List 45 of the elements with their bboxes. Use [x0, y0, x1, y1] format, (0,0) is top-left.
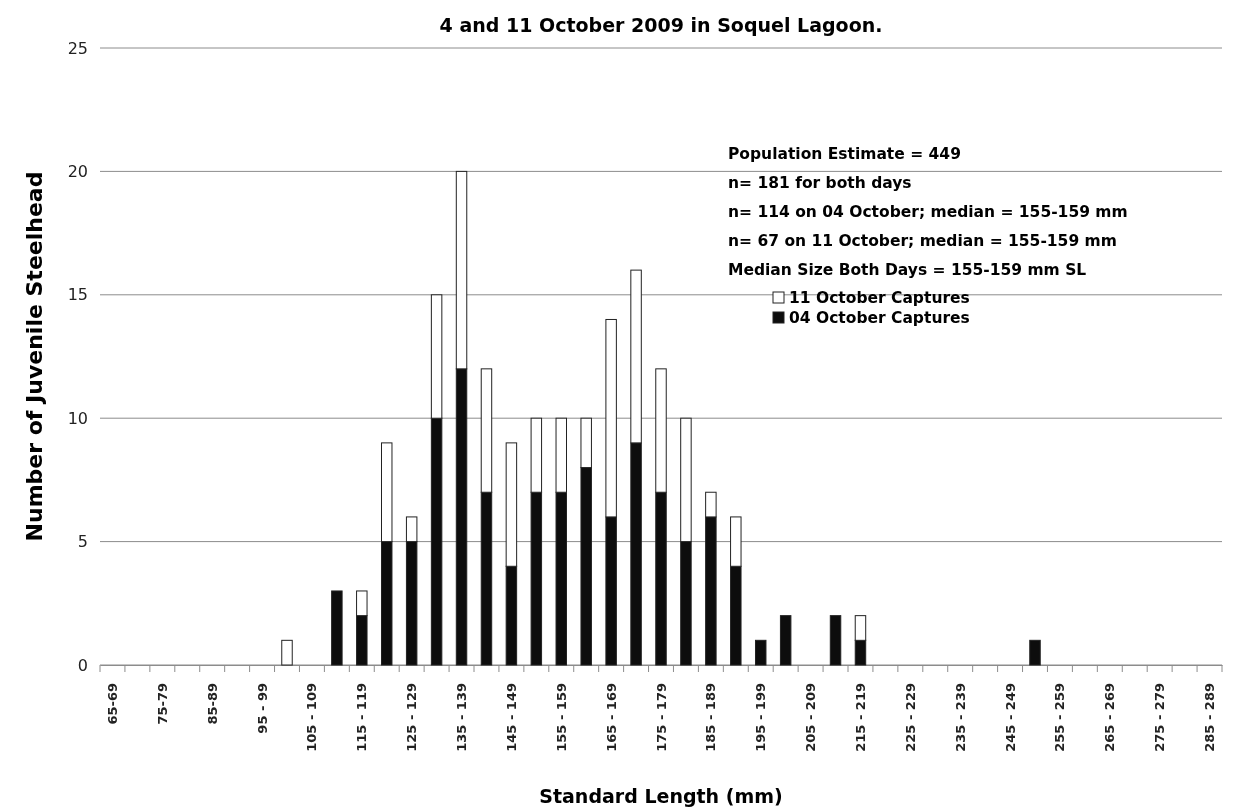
x-tick-label: 185 - 189	[703, 683, 719, 752]
x-tick-label: 215 - 219	[853, 683, 869, 752]
x-tick-label: 195 - 199	[753, 683, 769, 752]
chart-title: 4 and 11 October 2009 in Soquel Lagoon.	[439, 14, 883, 36]
x-tick-label: 95 - 99	[254, 683, 270, 734]
x-tick-label: 245 - 249	[1002, 683, 1018, 752]
y-tick-label: 0	[77, 655, 88, 675]
y-axis-title: Number of Juvenile Steelhead	[22, 171, 47, 542]
x-tick-label: 265 - 269	[1102, 683, 1118, 752]
x-tick-label: 255 - 259	[1052, 683, 1068, 752]
annotation: n= 67 on 11 October; median = 155-159 mm	[728, 232, 1117, 250]
x-tick-label: 175 - 179	[653, 683, 669, 752]
x-tick-label: 125 - 129	[404, 683, 420, 752]
legend-label: 11 October Captures	[789, 289, 970, 307]
x-tick-label: 135 - 139	[454, 683, 470, 752]
y-tick-label: 25	[67, 38, 88, 58]
x-tick-label: 205 - 209	[803, 683, 819, 752]
annotation: n= 114 on 04 October; median = 155-159 mm	[728, 203, 1128, 221]
x-tick-label: 235 - 239	[952, 683, 968, 752]
bar	[1029, 639, 1041, 666]
y-tick-label: 10	[67, 408, 88, 428]
x-axis-title: Standard Length (mm)	[539, 785, 783, 807]
x-tick-label: 65-69	[105, 683, 121, 725]
x-tick-label: 285 - 289	[1202, 683, 1218, 752]
bar	[829, 615, 842, 666]
x-tick-label: 165 - 169	[603, 683, 619, 752]
x-tick-label: 145 - 149	[503, 683, 519, 752]
annotation: Population Estimate = 449	[728, 145, 961, 163]
bar	[331, 590, 343, 666]
x-tick-label: 85-89	[204, 683, 220, 725]
bar	[755, 639, 767, 666]
annotation: n= 181 for both days	[728, 174, 912, 192]
legend-label: 04 October Captures	[789, 309, 970, 327]
x-tick-label: 75-79	[154, 683, 170, 725]
x-tick-label: 275 - 279	[1152, 683, 1168, 752]
x-tick-label: 105 - 109	[304, 683, 320, 752]
y-tick-label: 5	[77, 532, 88, 552]
x-tick-label: 155 - 159	[553, 683, 569, 752]
bar	[281, 639, 293, 666]
x-tick-label: 225 - 229	[902, 683, 918, 752]
bar	[779, 615, 792, 666]
x-tick-label: 115 - 119	[354, 683, 370, 752]
y-tick-label: 20	[67, 162, 88, 182]
annotation: Median Size Both Days = 155-159 mm SL	[728, 261, 1087, 279]
y-tick-label: 15	[67, 285, 88, 305]
